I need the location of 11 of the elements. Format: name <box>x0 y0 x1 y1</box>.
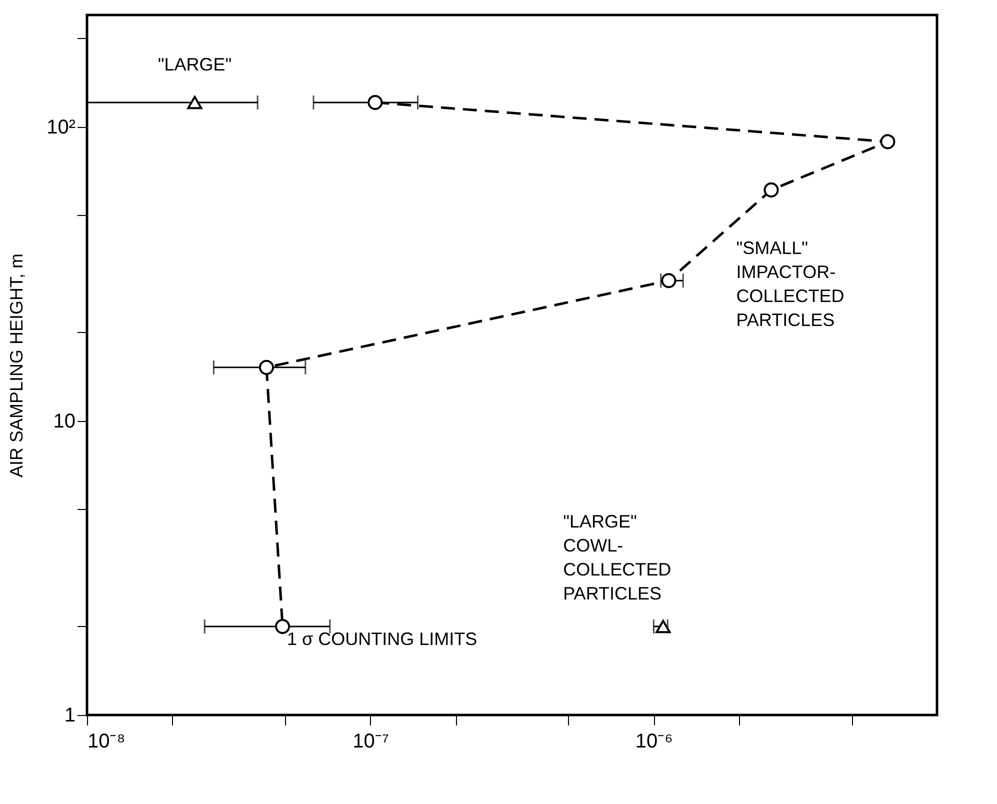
annotation: "SMALL" IMPACTOR-COLLECTED PARTICLES <box>736 238 844 330</box>
x-tick-label: 10⁻⁷ <box>352 730 390 752</box>
x-tick-label: 10⁻⁶ <box>635 730 673 752</box>
annotation: 1 σ COUNTING LIMITS <box>287 629 478 649</box>
y-tick-label: 1 <box>64 704 76 726</box>
y-tick-label: 10 <box>53 410 76 432</box>
annotation: "LARGE" <box>158 54 232 74</box>
x-tick-label: 10⁻⁸ <box>88 730 126 752</box>
annotation: "LARGE" COWL-COLLECTED PARTICLES <box>563 511 672 604</box>
y-tick-label: 10² <box>46 116 76 138</box>
y-axis-title: AIR SAMPLING HEIGHT, m <box>6 253 27 478</box>
